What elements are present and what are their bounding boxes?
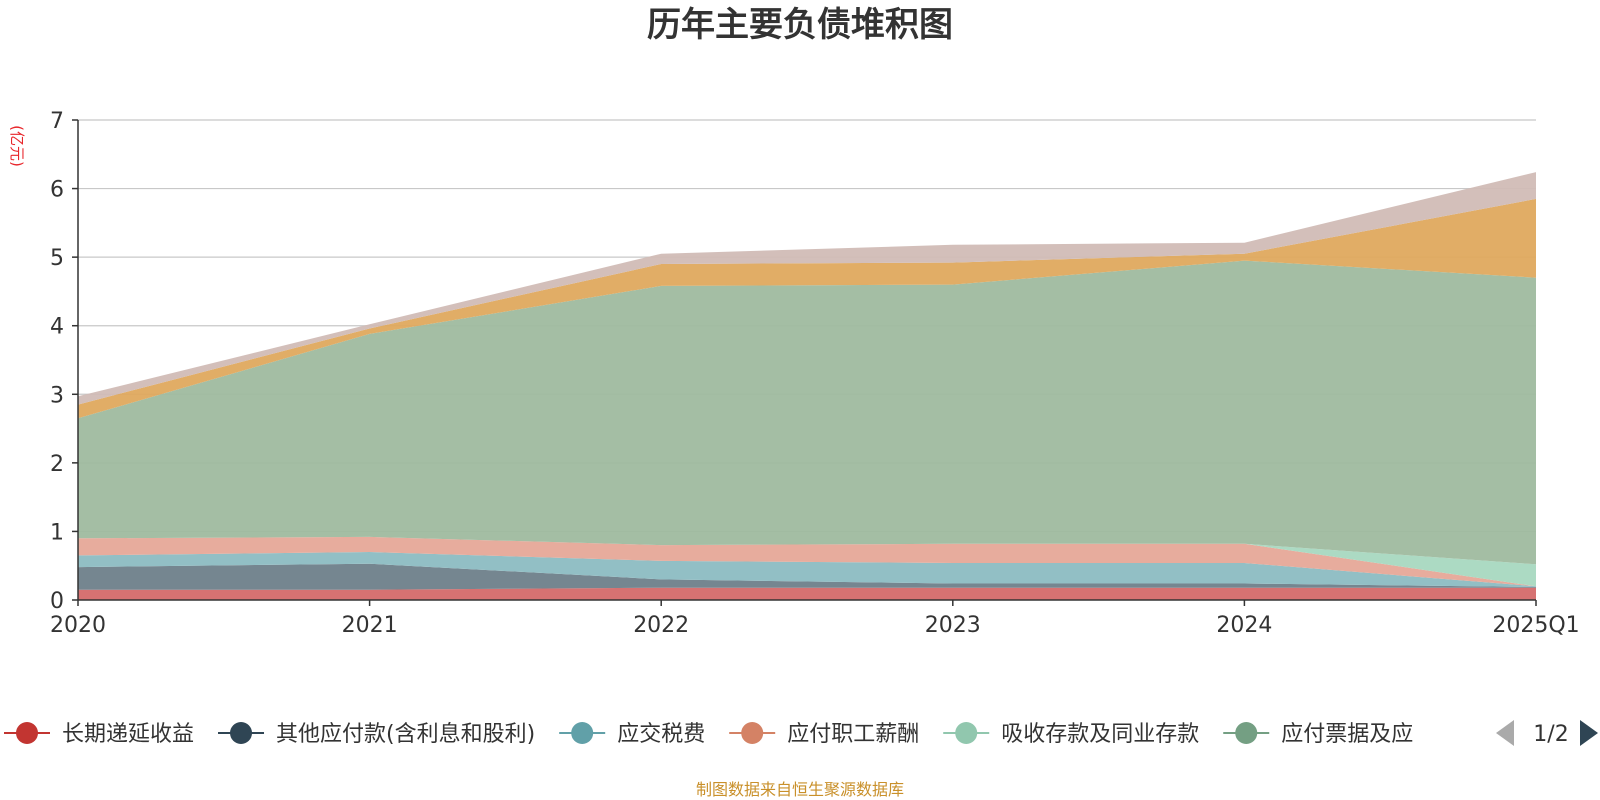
- legend-marker: [741, 722, 764, 744]
- y-tick-label: 5: [50, 246, 64, 271]
- triangle-right-icon[interactable]: [1580, 720, 1598, 746]
- x-tick-label: 2020: [50, 613, 106, 638]
- y-tick-label: 7: [50, 109, 64, 134]
- legend-pager: 1/2: [1496, 720, 1598, 747]
- legend-label: 应付职工薪酬: [787, 722, 919, 747]
- y-tick-label: 6: [50, 178, 64, 203]
- y-tick-label: 0: [50, 589, 64, 614]
- legend-label: 应交税费: [617, 722, 705, 747]
- legend-label: 长期递延收益: [62, 722, 194, 747]
- area-series-1: [78, 563, 1536, 590]
- legend-label: 其他应付款(含利息和股利): [276, 722, 535, 747]
- y-axis-unit-label: (亿元): [8, 125, 26, 167]
- legend-item[interactable]: 长期递延收益: [4, 722, 194, 747]
- area-series-layer: [78, 172, 1536, 600]
- legend-marker: [571, 722, 594, 744]
- legend-marker: [16, 722, 38, 744]
- legend-label: 吸收存款及同业存款: [1001, 722, 1199, 747]
- x-tick-label: 2023: [925, 613, 981, 638]
- y-tick-label: 2: [50, 452, 64, 477]
- y-tick-label: 4: [50, 315, 64, 340]
- source-note: 制图数据来自恒生聚源数据库: [696, 780, 904, 799]
- legend-page-indicator: 1/2: [1533, 722, 1568, 747]
- legend-label: 应付票据及应: [1281, 722, 1413, 747]
- legend-item[interactable]: 应交税费: [559, 722, 705, 747]
- legend-item[interactable]: 其他应付款(含利息和股利): [218, 722, 535, 747]
- x-tick-label: 2024: [1216, 613, 1272, 638]
- legend-marker: [230, 722, 253, 744]
- area-series-3: [78, 536, 1536, 587]
- legend-item[interactable]: 应付票据及应: [1223, 722, 1413, 747]
- chart-title: 历年主要负债堆积图: [647, 5, 953, 45]
- x-tick-label: 2025Q1: [1492, 613, 1579, 638]
- y-tick-label: 1: [50, 520, 64, 545]
- area-series-0: [78, 587, 1536, 600]
- area-series-5: [78, 260, 1536, 565]
- triangle-left-icon[interactable]: [1496, 720, 1514, 746]
- legend-item[interactable]: 应付职工薪酬: [729, 722, 919, 747]
- legend-item[interactable]: 吸收存款及同业存款: [943, 722, 1199, 747]
- x-tick-label: 2022: [633, 613, 689, 638]
- legend-marker: [1235, 722, 1258, 744]
- axes: 0 1 2 3 4 5 6 7 2020 2021 2022 2023 2024 2025Q1: [50, 109, 1580, 638]
- legend-marker: [955, 722, 978, 744]
- y-tick-label: 3: [50, 383, 64, 408]
- legend: 长期递延收益 其他应付款(含利息和股利) 应交税费 应付职工薪酬 吸收存款及同业存款 应付…: [4, 720, 1598, 747]
- area-series-2: [78, 552, 1536, 587]
- x-tick-label: 2021: [342, 613, 398, 638]
